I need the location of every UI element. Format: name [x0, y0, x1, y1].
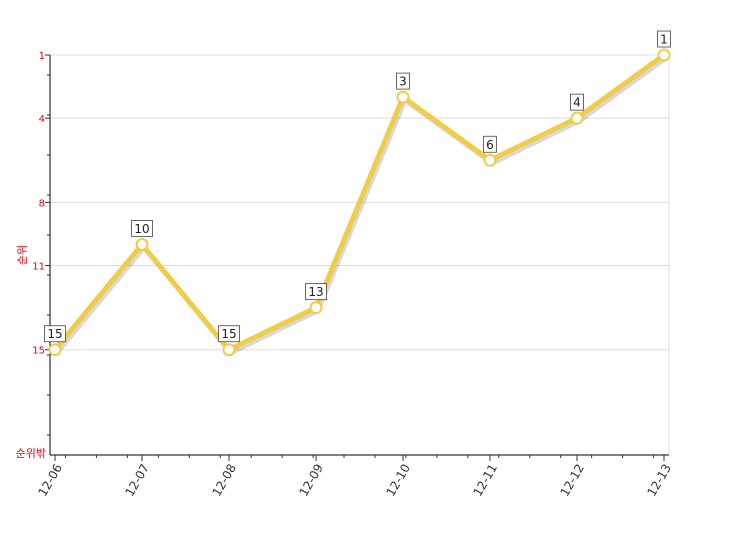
data-label-text: 6: [486, 138, 494, 152]
x-axis-ticks: 12-06 12-07 12-08 12-09 12-10 12-11 12-12 12-13: [36, 455, 675, 499]
data-label-text: 15: [47, 327, 62, 341]
data-label-text: 4: [573, 96, 581, 110]
x-tick-label: 12-13: [645, 462, 675, 499]
axes: [49, 55, 669, 456]
data-label-text: 13: [308, 285, 323, 299]
y-axis-ticks: 1 4 8 11 15: [32, 51, 50, 436]
x-tick-label: 12-12: [558, 462, 588, 499]
data-label-text: 3: [399, 75, 407, 89]
data-label-box: [44, 325, 66, 343]
data-point: [657, 48, 671, 62]
series-line: [53, 52, 666, 353]
data-label: 15: [44, 325, 66, 343]
data-label: 1: [657, 30, 671, 48]
data-point: [396, 90, 410, 104]
y-tick-label: 1: [39, 51, 45, 62]
data-label-box: [396, 72, 410, 90]
data-label: 13: [305, 283, 327, 301]
data-label-box: [218, 325, 240, 343]
x-tick-label: 12-07: [123, 462, 153, 499]
data-label-box: [657, 30, 671, 48]
x-tick-label: 12-09: [297, 462, 327, 499]
y-tick-label: 15: [32, 346, 45, 357]
data-label-text: 15: [221, 327, 236, 341]
data-label-box: [483, 135, 497, 153]
data-label-text: 1: [660, 33, 668, 47]
data-label-text: 10: [134, 222, 149, 236]
data-point: [222, 343, 236, 357]
x-tick-label: 12-06: [36, 462, 66, 499]
data-point: [483, 153, 497, 167]
data-label: 4: [570, 93, 584, 111]
series-layer: [48, 48, 671, 357]
data-label: 10: [131, 220, 153, 237]
data-point: [135, 237, 149, 251]
data-label-box: [305, 283, 327, 301]
y-tick-label: 4: [39, 114, 45, 125]
data-label: 15: [218, 325, 240, 343]
data-labels: 15 10 15 13 3 6 4 1: [44, 30, 671, 343]
y-tick-label: 11: [32, 262, 45, 273]
data-point: [570, 111, 584, 125]
y-axis-label: 순위: [16, 245, 29, 265]
y-axis-out-of-rank-label: 순위밖: [16, 447, 46, 460]
x-tick-label: 12-10: [384, 462, 414, 499]
x-tick-label: 12-08: [210, 462, 240, 499]
data-point: [309, 301, 323, 315]
data-label-box: [570, 93, 584, 111]
x-tick-label: 12-11: [471, 462, 501, 499]
data-point: [48, 343, 62, 357]
data-label: 6: [483, 135, 497, 153]
data-label-box: [131, 220, 153, 237]
y-tick-label: 8: [39, 198, 45, 209]
data-label: 3: [396, 72, 410, 90]
